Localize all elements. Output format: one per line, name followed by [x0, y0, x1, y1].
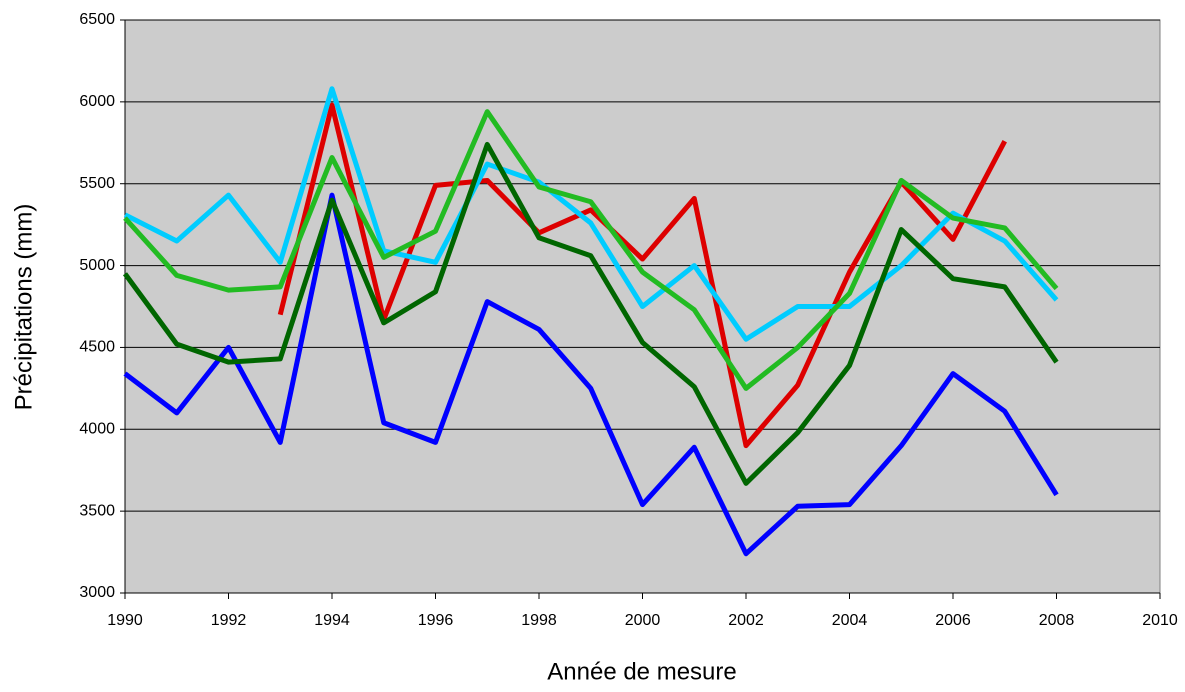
y-tick-label: 5500	[79, 175, 115, 192]
series-line	[123, 192, 1059, 557]
y-tick-label: 5000	[79, 257, 115, 274]
x-tick-label: 1998	[521, 612, 557, 629]
x-tick-label: 2006	[935, 612, 971, 629]
y-tick-label: 3000	[79, 584, 115, 601]
series-line	[277, 102, 1007, 449]
x-tick-label: 1996	[418, 612, 454, 629]
series-line	[122, 141, 1059, 486]
series-line	[123, 86, 1059, 342]
y-tick-label: 3500	[79, 502, 115, 519]
y-tick-label: 6500	[79, 11, 115, 28]
x-tick-label: 2010	[1142, 612, 1178, 629]
x-tick-label: 1990	[107, 612, 143, 629]
x-tick-label: 2002	[728, 612, 764, 629]
x-tick-label: 1992	[211, 612, 247, 629]
x-tick-label: 1994	[314, 612, 350, 629]
series-line	[123, 109, 1059, 391]
y-axis-title: Précipitations (mm)	[10, 204, 37, 411]
x-tick-label: 2004	[832, 612, 868, 629]
x-axis-title: Année de mesure	[547, 658, 736, 685]
y-tick-label: 6000	[79, 93, 115, 110]
x-tick-label: 2008	[1039, 612, 1075, 629]
y-tick-label: 4500	[79, 339, 115, 356]
x-tick-label: 2000	[625, 612, 661, 629]
y-tick-label: 4000	[79, 421, 115, 438]
